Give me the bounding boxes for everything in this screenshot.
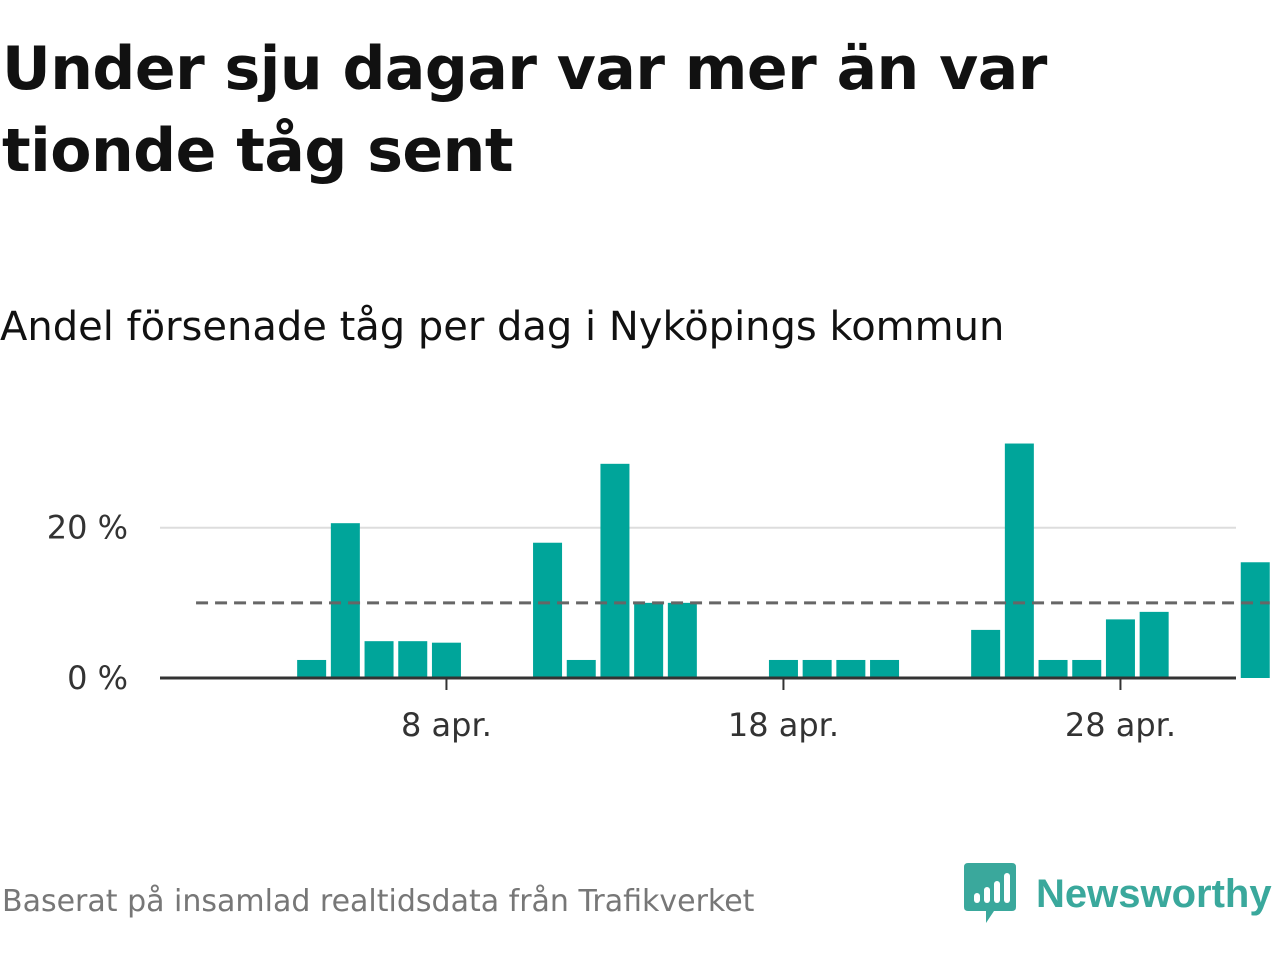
newsworthy-logo[interactable]: Newsworthy bbox=[964, 862, 1272, 926]
bar bbox=[634, 602, 664, 678]
bar bbox=[330, 523, 360, 678]
bar bbox=[533, 542, 563, 678]
bar bbox=[1139, 611, 1169, 678]
bar-chart: 0 % 20 % 8 apr. 18 apr. 28 apr. bbox=[47, 443, 1270, 744]
bars bbox=[297, 443, 1270, 678]
bar bbox=[1105, 619, 1135, 678]
bar bbox=[667, 602, 697, 678]
bar bbox=[1240, 562, 1270, 678]
bar bbox=[1038, 659, 1068, 678]
bar bbox=[870, 659, 900, 678]
bar bbox=[802, 659, 832, 678]
bar bbox=[1004, 443, 1034, 678]
x-axis-ticks: 8 apr. 18 apr. 28 apr. bbox=[401, 678, 1176, 744]
chart-subtitle: Andel försenade tåg per dag i Nyköpings … bbox=[0, 304, 1005, 350]
bar bbox=[364, 641, 394, 678]
y-tick-label: 20 % bbox=[47, 509, 128, 547]
source-note: Baserat på insamlad realtidsdata från Tr… bbox=[2, 884, 755, 919]
bar bbox=[600, 463, 630, 678]
y-tick-label: 0 % bbox=[67, 659, 128, 697]
bar bbox=[431, 642, 461, 678]
bar bbox=[398, 641, 428, 678]
bar bbox=[566, 659, 596, 678]
chart-title: Under sju dagar var mer än var tionde tå… bbox=[2, 34, 1047, 186]
bar-chart-speech-bubble-icon bbox=[964, 863, 1016, 923]
bar bbox=[297, 659, 327, 678]
x-tick-label: 28 apr. bbox=[1065, 706, 1176, 744]
y-axis-labels: 0 % 20 % bbox=[47, 509, 128, 697]
x-tick-label: 8 apr. bbox=[401, 706, 492, 744]
bar bbox=[836, 659, 866, 678]
bar bbox=[971, 629, 1001, 678]
x-tick-label: 18 apr. bbox=[728, 706, 839, 744]
brand-name: Newsworthy bbox=[1036, 871, 1272, 916]
bar bbox=[768, 659, 798, 678]
bar bbox=[1072, 659, 1102, 678]
